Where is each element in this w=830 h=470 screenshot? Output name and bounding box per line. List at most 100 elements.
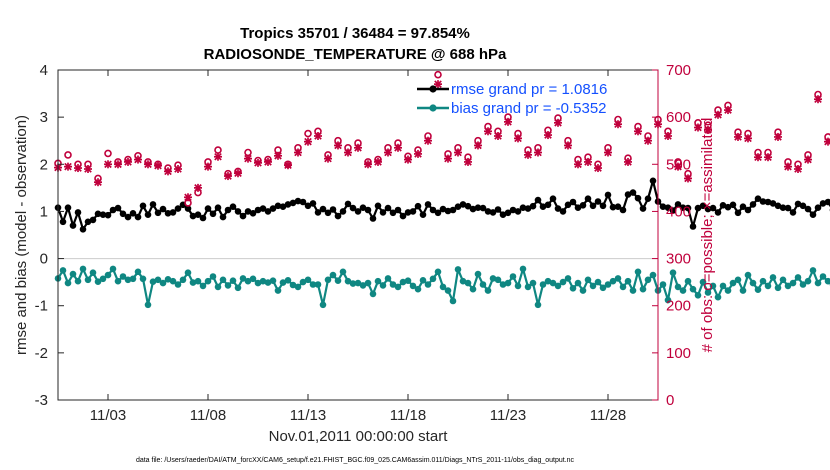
bias-point (284, 277, 292, 284)
rmse-point (149, 201, 157, 208)
obs-assimilated-marker (354, 143, 362, 152)
rmse-point (104, 211, 112, 219)
rmse-point (274, 202, 282, 210)
rmse-point (609, 203, 617, 211)
bias-point (94, 278, 102, 286)
rmse-point (744, 206, 752, 214)
bias-point (659, 281, 667, 288)
bias-point (464, 279, 472, 287)
bias-point (224, 282, 232, 289)
bias-point (494, 276, 502, 284)
obs-assimilated-marker (114, 160, 122, 169)
rmse-point (109, 206, 117, 214)
y-left-tick-label: 0 (40, 251, 48, 268)
bias-point (554, 282, 562, 290)
bias-point (684, 277, 692, 285)
bias-point (819, 273, 827, 280)
rmse-point (439, 205, 447, 213)
bias-point (154, 276, 162, 284)
bias-point (174, 281, 182, 288)
bias-point (489, 275, 497, 282)
rmse-point (79, 226, 87, 233)
rmse-point (334, 212, 342, 220)
bias-point (449, 297, 457, 305)
rmse-point (594, 198, 602, 205)
y-left-tick-label: 2 (40, 156, 48, 173)
rmse-point (379, 209, 387, 216)
obs-assimilated-marker (814, 95, 822, 104)
bias-point (59, 267, 67, 274)
bias-point (619, 283, 627, 291)
bias-point (114, 277, 122, 285)
rmse-point (159, 205, 167, 213)
rmse-point (119, 210, 127, 218)
obs-assimilated-marker (554, 118, 562, 127)
obs-assimilated-marker (434, 80, 442, 89)
obs-assimilated-marker (624, 157, 632, 166)
rmse-point (139, 202, 147, 210)
bias-point (439, 283, 447, 291)
rmse-point (329, 206, 337, 213)
rmse-point (184, 205, 192, 212)
rmse-point (454, 203, 462, 210)
bias-point (84, 276, 92, 284)
obs-assimilated-marker (214, 152, 222, 161)
y-right-tick-label: 700 (666, 62, 691, 79)
bias-point (584, 276, 592, 284)
rmse-point (394, 206, 402, 214)
bias-point (359, 282, 367, 289)
bias-point (124, 276, 132, 284)
rmse-point (194, 211, 202, 218)
obs-assimilated-marker (504, 117, 512, 126)
rmse-point (794, 200, 802, 208)
bias-point (709, 282, 717, 290)
bias-point (529, 279, 537, 287)
rmse-point (519, 204, 527, 211)
rmse-point (464, 202, 472, 210)
bias-point (169, 277, 177, 285)
bias-point (664, 296, 672, 304)
plot-area (58, 70, 658, 400)
bias-point (679, 287, 687, 294)
bias-point (474, 270, 482, 278)
bias-point (274, 287, 282, 294)
obs-assimilated-marker (174, 165, 182, 173)
bias-point (789, 279, 797, 287)
rmse-point (319, 205, 327, 213)
bias-point (254, 279, 262, 287)
obs-assimilated-marker (594, 164, 602, 173)
bias-point (774, 284, 782, 292)
rmse-point (384, 204, 392, 212)
bias-point (644, 276, 652, 284)
bias-point (804, 277, 812, 285)
obs-assimilated-marker (614, 120, 622, 129)
bias-point (734, 276, 742, 284)
rmse-point (474, 204, 482, 211)
rmse-point (614, 203, 622, 210)
rmse-point (369, 215, 377, 222)
rmse-point (459, 201, 467, 208)
bias-point (379, 282, 387, 289)
rmse-point (514, 208, 522, 215)
bias-point (389, 281, 397, 288)
bias-point (509, 273, 517, 280)
obs-assimilated-marker (444, 154, 452, 163)
rmse-point (684, 204, 692, 212)
obs-assimilated-marker (784, 162, 792, 171)
bias-point (394, 283, 402, 291)
rmse-point (344, 200, 352, 208)
rmse-point (189, 212, 197, 220)
bias-point (199, 282, 207, 290)
rmse-point (69, 222, 77, 229)
obs-assimilated-marker (804, 155, 812, 164)
rmse-point (94, 210, 102, 218)
rmse-point (529, 202, 537, 210)
bias-point (129, 275, 137, 283)
bias-point (69, 270, 77, 278)
obs-assimilated-marker (484, 127, 492, 136)
bias-point (89, 269, 97, 277)
chart-title-line2: RADIOSONDE_TEMPERATURE @ 688 hPa (204, 46, 507, 63)
rmse-point (499, 211, 507, 218)
rmse-point (324, 209, 332, 217)
bias-point (384, 275, 392, 282)
